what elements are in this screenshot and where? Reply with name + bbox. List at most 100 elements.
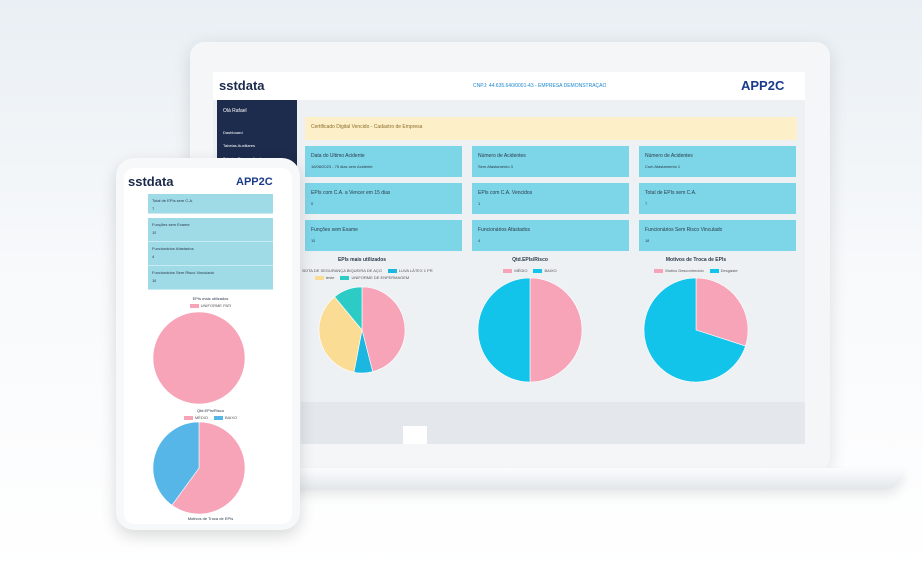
legend-item: UNIFORME DE ENFERMAGEM (340, 275, 409, 280)
card-title: Funcionários Sem Risco Vinculado (152, 270, 214, 275)
legend-swatch (503, 268, 513, 273)
greeting: Olá Rafael (223, 108, 247, 114)
info-card: Número de Acidentes Sem Afastamento 3 (472, 146, 629, 177)
legend-item: teste (314, 275, 335, 280)
logo: sstdata (219, 78, 265, 93)
info-card: Data do Último Acidente 16/08/2023 - 75 d… (305, 146, 462, 177)
card-title: Funções sem Exame (152, 222, 190, 227)
pie-slice (529, 277, 583, 383)
legend-label: Desgaste (720, 268, 738, 273)
info-card: Funcionários Sem Risco Vinculado 18 (148, 266, 273, 290)
legend-item: BOTA DE SEGURANÇA BIQUEIRA DE AÇO (291, 268, 382, 273)
legend-swatch (213, 415, 223, 420)
legend-item: MÉDIO (183, 415, 208, 420)
chart-title: EPIs mais utilizados (192, 296, 229, 301)
pie-slice (171, 421, 246, 515)
pie-chart (318, 286, 406, 374)
legend: UNIFORME PATI (148, 303, 273, 308)
pie-slice (477, 277, 531, 383)
card-title: Funcionários Afastados (478, 227, 530, 233)
info-card: EPIs com C.A. a Vencer em 15 dias 0 (305, 183, 462, 214)
card-title: Funções sem Exame (311, 227, 358, 233)
legend-label: LUVA LÁTEX 1 PR (398, 268, 433, 273)
laptop-base (140, 468, 905, 490)
brand: APP2C (236, 176, 273, 188)
legend-label: MÉDIO (194, 415, 208, 420)
card-title: Número de Acidentes (645, 153, 693, 159)
pie-chart (477, 277, 583, 383)
card-value: 1 (478, 201, 481, 206)
card-title: Funcionários Sem Risco Vinculado (645, 227, 723, 233)
info-card: Número de Acidentes Com Afastamento 1 (639, 146, 796, 177)
card-value: 7 (645, 201, 648, 206)
brand: APP2C (741, 78, 785, 93)
chart-title: EPIs mais utilizados (337, 257, 387, 263)
legend-label: teste (325, 275, 335, 280)
card-title: Data do Último Acidente (311, 153, 365, 159)
info-card: Funções sem Exame 15 (305, 220, 462, 251)
card-title: Funcionários Afastados (152, 246, 194, 251)
card-value: 18 (152, 278, 157, 283)
pie-slice (152, 421, 200, 506)
chart-title: Qtd.EPIs/Risco (512, 257, 548, 263)
card-value: Sem Afastamento 3 (478, 164, 513, 169)
card-value: 7 (152, 206, 155, 211)
info-card: EPIs com C.A. Vencidos 1 (472, 183, 629, 214)
header-bar (213, 72, 805, 100)
content-footer (301, 402, 805, 444)
info-card: Funcionários Sem Risco Vinculado 18 (639, 220, 796, 251)
legend-swatch (183, 415, 193, 420)
card-value: 4 (152, 254, 155, 259)
card-value: 15 (152, 230, 157, 235)
pie-slice (695, 277, 749, 347)
card-title: EPIs com C.A. a Vencer em 15 dias (311, 190, 391, 196)
legend-item: LUVA LÁTEX 1 PR (387, 268, 433, 273)
info-card: Funcionários Afastados 4 (148, 242, 273, 266)
legend-label: BAIXO (544, 268, 557, 273)
legend-label: UNIFORME PATI (200, 303, 232, 308)
pie-chart (152, 311, 246, 405)
card-title: Número de Acidentes (478, 153, 526, 159)
card-value: 16/08/2023 - 75 dias sem Acidente (311, 164, 373, 169)
legend-swatch (314, 275, 324, 280)
legend: MÉDIO BAIXO (148, 415, 273, 420)
phone-screen: sstdata APP2C Total de EPIs sem C.A. 7 Funçõ… (124, 168, 292, 524)
card-value: 4 (478, 238, 481, 243)
card-title: Total de EPIs sem C.A. (645, 190, 697, 196)
legend-swatch (709, 268, 719, 273)
card-title: Total de EPIs sem C.A. (152, 198, 194, 203)
legend-item: Desgaste (709, 268, 738, 273)
legend-label: MÉDIO (514, 268, 528, 273)
card-value: Com Afastamento 1 (645, 164, 681, 169)
legend-item: BAIXO (533, 268, 557, 273)
legend-swatch (533, 268, 543, 273)
legend: MÉDIO BAIXO (455, 268, 605, 273)
chart-title: Qtd.EPIs/Risco (196, 408, 225, 413)
laptop-screen: sstdata CNPJ: 44.635.640/0001-43 - EMPRES… (213, 72, 805, 444)
info-card: Total de EPIs sem C.A. 7 (639, 183, 796, 214)
pie-slice (318, 296, 363, 373)
company: CNPJ: 44.635.640/0001-43 - EMPRESA DEMON… (473, 83, 607, 89)
info-card: Funções sem Exame 15 (148, 218, 273, 242)
legend-item: UNIFORME PATI (189, 303, 232, 308)
legend-swatch (340, 275, 350, 280)
card-value: 15 (311, 238, 316, 243)
footer-box (403, 426, 427, 444)
menu-item: Dashboard (223, 130, 243, 135)
card-title: EPIs com C.A. Vencidos (478, 190, 533, 196)
legend-swatch (654, 268, 664, 273)
legend-label: UNIFORME DE ENFERMAGEM (351, 275, 410, 280)
chart-title: Motivos de Troca de EPIs (665, 257, 727, 263)
pie-slice (643, 277, 746, 383)
legend-label: BAIXO (224, 415, 238, 420)
legend-item: Motivo Desconhecido (654, 268, 704, 273)
logo: sstdata (128, 174, 174, 189)
legend: Motivo Desconhecido Desgaste (621, 268, 771, 273)
pie-slice (152, 311, 246, 405)
legend-swatch (189, 303, 199, 308)
pie-chart (643, 277, 749, 383)
legend-label: BOTA DE SEGURANÇA BIQUEIRA DE AÇO (302, 268, 382, 273)
legend: BOTA DE SEGURANÇA BIQUEIRA DE AÇO LUVA LÁ… (287, 268, 437, 280)
legend-item: MÉDIO (503, 268, 527, 273)
